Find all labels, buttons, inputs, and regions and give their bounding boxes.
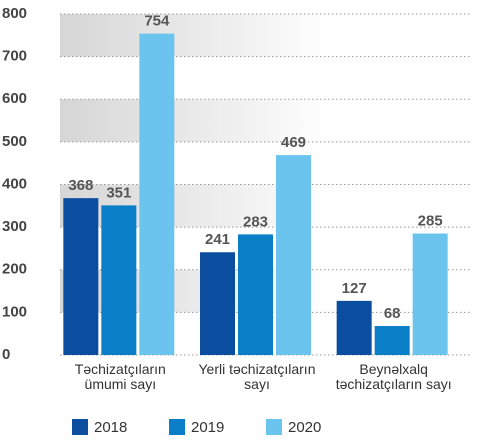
legend-swatch [266,419,282,435]
y-tick-label: 0 [2,346,10,363]
data-label: 68 [384,305,401,322]
y-tick-label: 500 [2,133,27,150]
y-tick-label: 300 [2,218,27,235]
y-tick-label: 200 [2,261,27,278]
x-tick-label: Yerli təchizatçıların sayı [198,361,316,392]
legend-label: 2018 [94,419,127,436]
legend-label: 2020 [288,419,321,436]
bar [412,233,448,355]
background-band [60,14,330,57]
bar [200,252,235,355]
data-label: 351 [106,184,131,201]
data-label: 469 [281,134,306,151]
legend-label: 2019 [191,419,224,436]
data-label: 241 [205,231,230,248]
y-tick-label: 400 [2,175,27,192]
data-label: 283 [243,213,268,230]
legend-swatch [169,419,185,435]
x-tick-label: Beynəlxalq təchizatçıların sayı [335,361,452,392]
y-tick-label: 600 [2,90,27,107]
bar [374,326,410,355]
y-tick-label: 700 [2,48,27,65]
data-label: 754 [144,13,170,30]
bar [63,198,99,355]
bar [139,33,175,356]
data-label: 368 [68,177,93,194]
x-tick-label: Təchizatçıların ümumi sayı [74,361,166,392]
bar [336,300,372,355]
bar [276,155,311,355]
legend-swatch [72,419,88,435]
background-band [60,99,330,142]
y-tick-label: 100 [2,303,27,320]
y-tick-label: 800 [2,5,27,22]
bar [101,205,137,355]
data-label: 127 [342,280,367,297]
data-label: 285 [418,212,443,229]
bar [238,234,273,355]
